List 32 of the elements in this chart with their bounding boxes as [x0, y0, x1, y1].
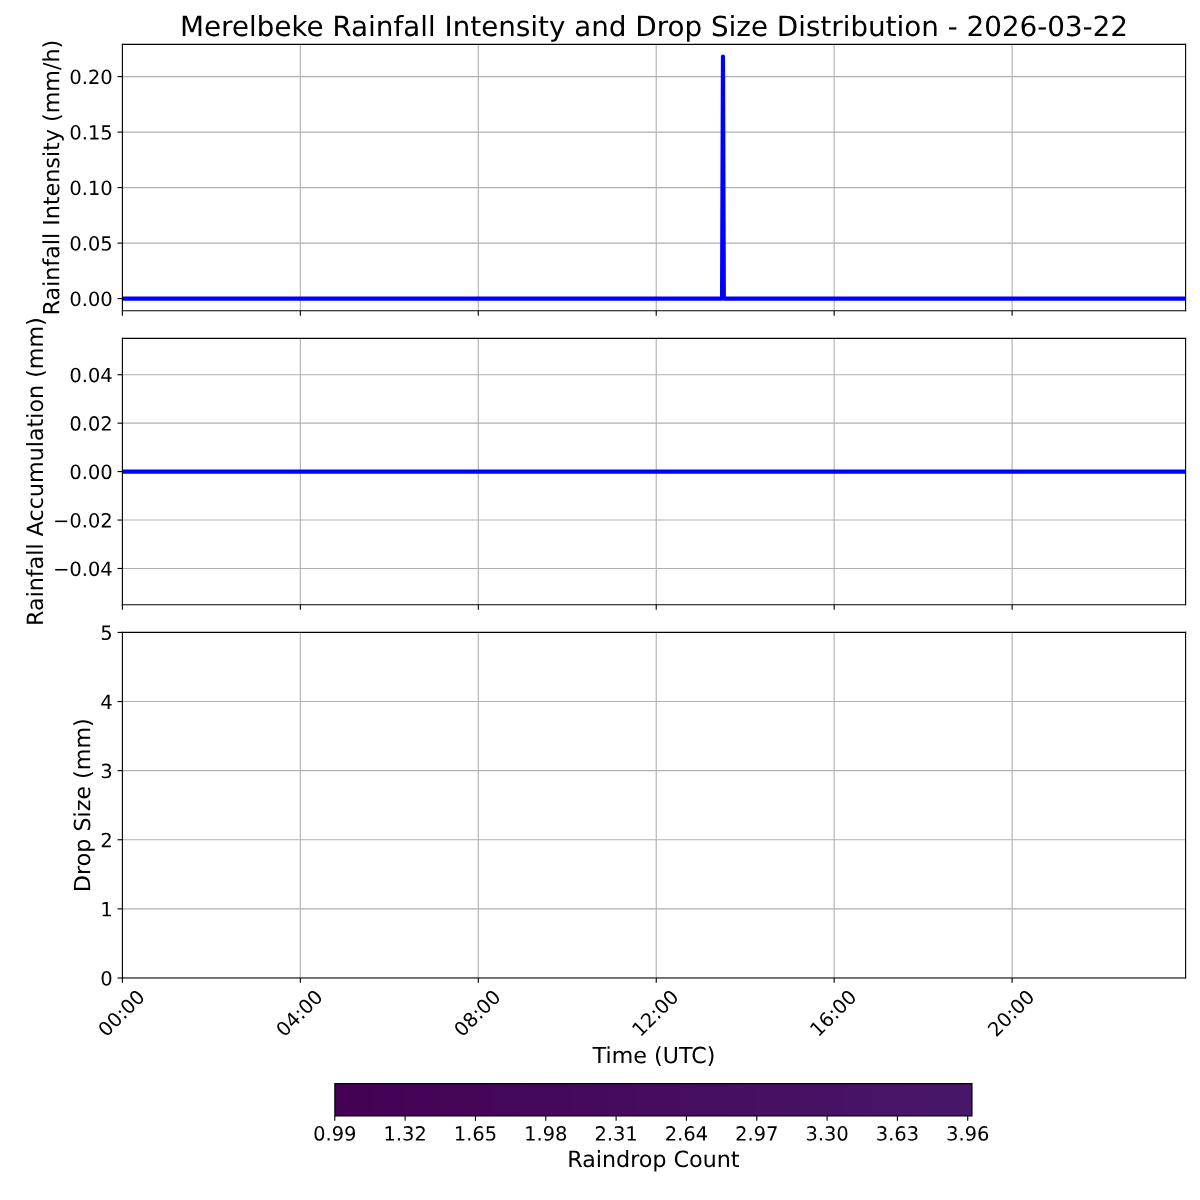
y-tick-label: 0.00 [70, 464, 112, 480]
color-bar-title: Raindrop Count [569, 1150, 740, 1172]
color-bar-label: 2.64 [666, 1126, 707, 1141]
y-tick-label: 0.10 [70, 180, 112, 196]
color-bar-label: 3.96 [947, 1126, 989, 1141]
color-bar-label: 1.65 [455, 1126, 496, 1141]
color-bar-label: 2.31 [595, 1126, 636, 1141]
y-tick-label: 0.04 [70, 367, 112, 383]
color-bar-label: 3.30 [806, 1126, 848, 1141]
x-axis-title: Time (UTC) [592, 1046, 714, 1067]
color-bar-label: 1.32 [385, 1126, 425, 1141]
color-bar-label: 0.99 [314, 1126, 356, 1141]
y-axis-title: Rainfall Intensity (mm/h) [42, 41, 64, 314]
y-tick-label: −0.04 [55, 561, 112, 577]
color-bar-label: 3.63 [877, 1126, 918, 1141]
y-axis-title: Rainfall Accumulation (mm) [26, 319, 46, 624]
color-bar-label: 1.98 [526, 1126, 567, 1141]
y-tick-label: 0.15 [70, 125, 111, 140]
y-tick-label: 5 [101, 625, 111, 641]
y-tick-label: 0 [101, 970, 112, 986]
color-bar-label: 2.97 [736, 1126, 777, 1141]
y-tick-label: 2 [101, 832, 111, 848]
y-tick-label: 0.00 [70, 291, 112, 307]
chart-title: Merelbeke Rainfall Intensity and Drop Size Distribution - 2026-03-22 [182, 14, 1126, 42]
y-tick-label: 0.02 [70, 416, 111, 431]
y-axis-title: Drop Size (mm) [73, 720, 95, 890]
y-tick-label: 3 [101, 763, 112, 779]
y-tick-label: −0.02 [55, 512, 111, 528]
y-tick-label: 0.20 [70, 69, 112, 85]
y-tick-label: 1 [102, 902, 111, 917]
y-tick-label: 4 [101, 694, 112, 709]
y-tick-label: 0.05 [70, 236, 111, 251]
